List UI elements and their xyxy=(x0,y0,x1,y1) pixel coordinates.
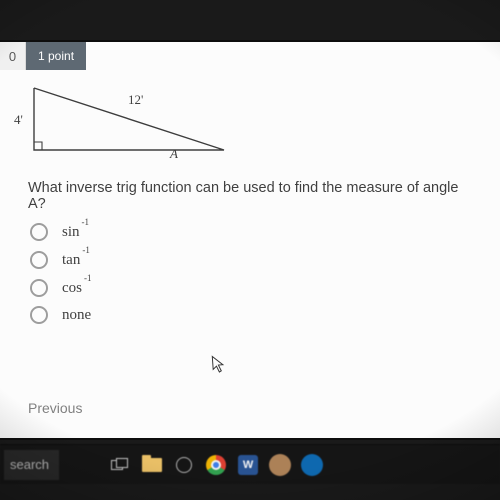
option-none[interactable]: none xyxy=(30,306,478,324)
figure-angle-label: A xyxy=(170,146,178,162)
radio-icon xyxy=(30,306,48,324)
cursor-icon xyxy=(211,355,227,379)
quiz-screen: 0 1 point 4' 12' A What inverse trig fun… xyxy=(0,40,500,440)
question-body: 4' 12' A What inverse trig function can … xyxy=(0,70,500,438)
taskbar-app-mystery[interactable] xyxy=(169,450,199,480)
option-label: none xyxy=(62,307,91,324)
triangle-figure: 4' 12' A xyxy=(28,80,238,170)
radio-icon xyxy=(30,279,48,297)
taskbar-search[interactable]: search xyxy=(4,450,59,480)
task-view-icon[interactable] xyxy=(105,450,135,480)
option-tan[interactable]: tan-1 xyxy=(30,250,478,269)
taskbar-app-file-explorer[interactable] xyxy=(137,450,167,480)
question-header: 0 1 point xyxy=(0,42,500,70)
taskbar-app-generic-1[interactable] xyxy=(265,450,295,480)
points-badge: 1 point xyxy=(26,42,86,70)
option-label: sin-1 xyxy=(62,222,89,241)
taskbar-app-word[interactable]: W xyxy=(233,450,263,480)
option-sin[interactable]: sin-1 xyxy=(30,222,478,241)
taskbar-app-generic-2[interactable] xyxy=(297,450,327,480)
question-number: 0 xyxy=(0,42,26,70)
figure-top-label: 12' xyxy=(128,92,143,108)
app-icon xyxy=(269,454,291,476)
radio-icon xyxy=(30,223,48,241)
taskbar-app-chrome[interactable] xyxy=(201,450,231,480)
option-label: tan-1 xyxy=(62,250,90,269)
app-icon xyxy=(301,454,323,476)
radio-icon xyxy=(30,251,48,269)
circle-icon xyxy=(176,457,192,473)
figure-left-label: 4' xyxy=(14,112,23,128)
previous-button[interactable]: Previous xyxy=(28,400,82,416)
options-list: sin-1 tan-1 cos-1 none xyxy=(30,222,478,324)
option-cos[interactable]: cos-1 xyxy=(30,278,478,297)
option-label: cos-1 xyxy=(62,278,92,297)
word-icon: W xyxy=(238,455,258,475)
taskbar: search W xyxy=(0,444,500,484)
question-prompt: What inverse trig function can be used t… xyxy=(28,180,478,212)
folder-icon xyxy=(142,458,162,472)
chrome-icon xyxy=(206,455,226,475)
